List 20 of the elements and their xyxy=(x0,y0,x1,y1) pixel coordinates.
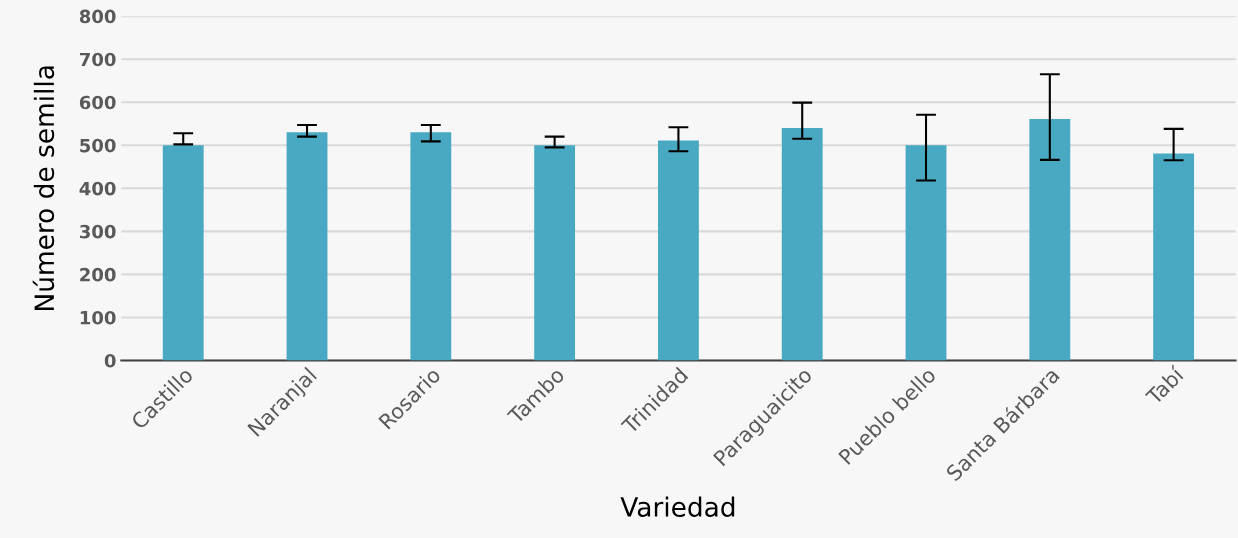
bar xyxy=(410,132,452,361)
x-axis-title: Variedad xyxy=(620,496,735,517)
bar xyxy=(905,145,947,361)
y-tick-label: 300 xyxy=(79,224,116,239)
y-tick-label: 800 xyxy=(79,9,116,24)
bar xyxy=(534,145,576,361)
y-tick-label: 100 xyxy=(80,310,116,325)
y-tick-label: 600 xyxy=(79,95,116,110)
y-tick-label: 500 xyxy=(80,138,116,153)
bar xyxy=(162,145,204,361)
bar xyxy=(1029,119,1071,361)
bar xyxy=(658,140,699,361)
y-tick-label: 0 xyxy=(104,353,116,368)
bar xyxy=(286,132,328,361)
y-axis-title: Número de semilla xyxy=(32,66,55,310)
y-tick-label: 200 xyxy=(80,267,116,282)
bar xyxy=(1153,153,1195,361)
bar xyxy=(781,128,823,361)
y-tick-label: 700 xyxy=(79,52,116,67)
y-tick-label: 400 xyxy=(79,181,116,196)
